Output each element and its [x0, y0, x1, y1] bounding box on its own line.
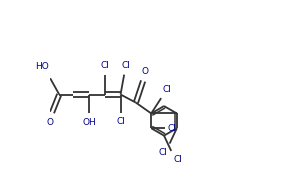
Text: Cl: Cl: [173, 156, 182, 164]
Text: Cl: Cl: [163, 85, 172, 94]
Text: Cl: Cl: [101, 61, 110, 70]
Text: O: O: [141, 67, 148, 76]
Text: OH: OH: [82, 118, 96, 127]
Text: Cl: Cl: [116, 117, 125, 126]
Text: HO: HO: [35, 62, 48, 71]
Text: Cl: Cl: [159, 148, 168, 157]
Text: O: O: [47, 118, 54, 127]
Text: Cl: Cl: [167, 124, 176, 133]
Text: Cl: Cl: [122, 61, 130, 70]
